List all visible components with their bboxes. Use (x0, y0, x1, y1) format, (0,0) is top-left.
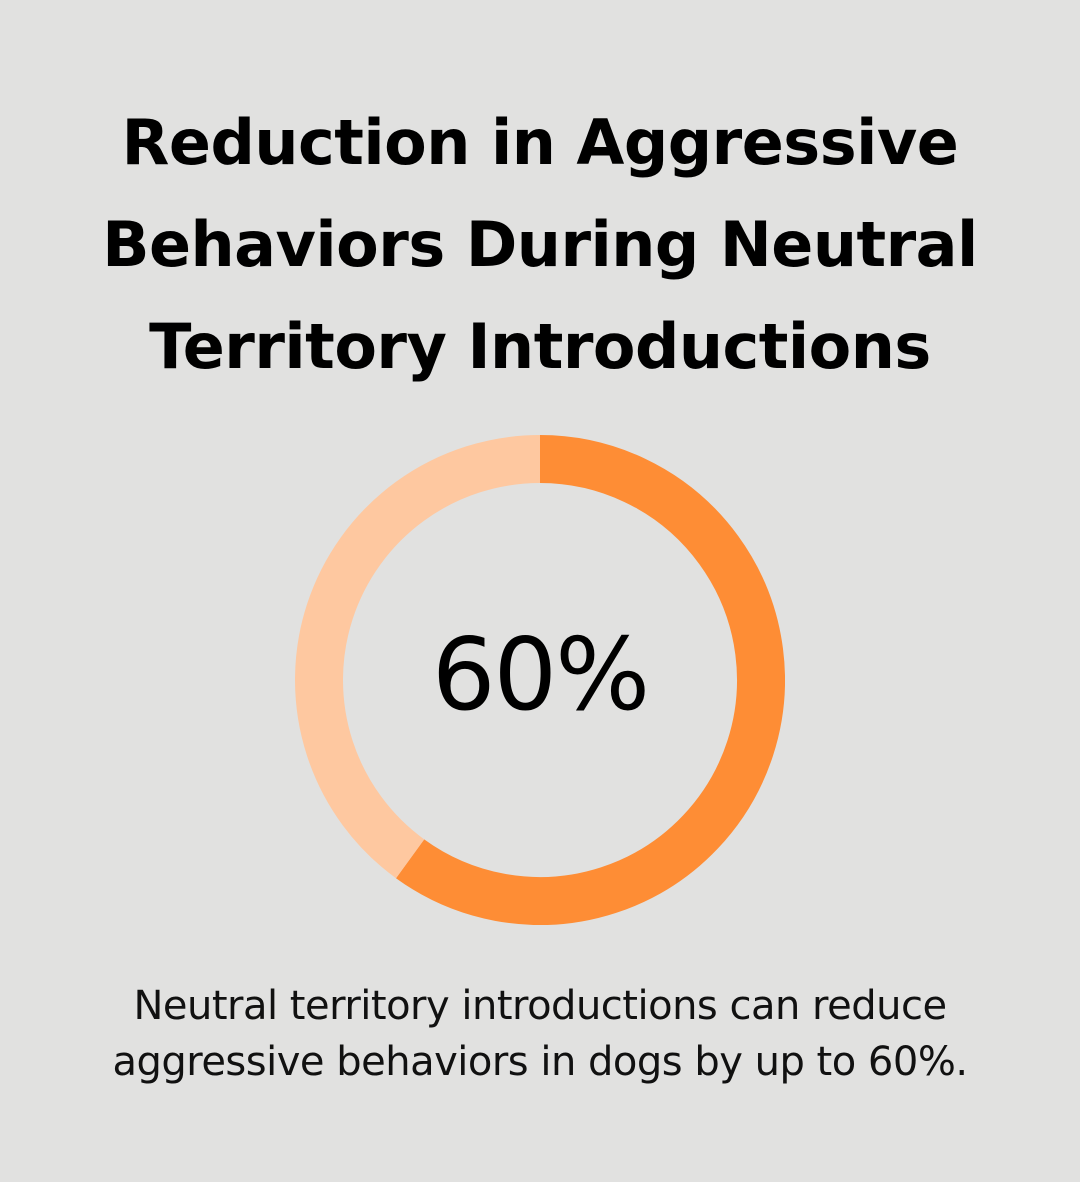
chart-title-line-1: Reduction in Aggressive (121, 106, 959, 179)
chart-title: Reduction in Aggressive Behaviors During… (40, 92, 1040, 398)
donut-slice-remainder (295, 435, 541, 879)
chart-title-line-3: Territory Introductions (149, 310, 931, 383)
chart-caption-line-2: aggressive behaviors in dogs by up to 60… (112, 1039, 968, 1085)
donut-center-value: 60% (431, 616, 650, 733)
chart-caption: Neutral territory introductions can redu… (40, 978, 1040, 1090)
donut-chart (295, 435, 785, 925)
chart-caption-line-1: Neutral territory introductions can redu… (133, 983, 947, 1029)
chart-title-line-2: Behaviors During Neutral (102, 208, 978, 281)
donut-slice-value (396, 435, 785, 925)
